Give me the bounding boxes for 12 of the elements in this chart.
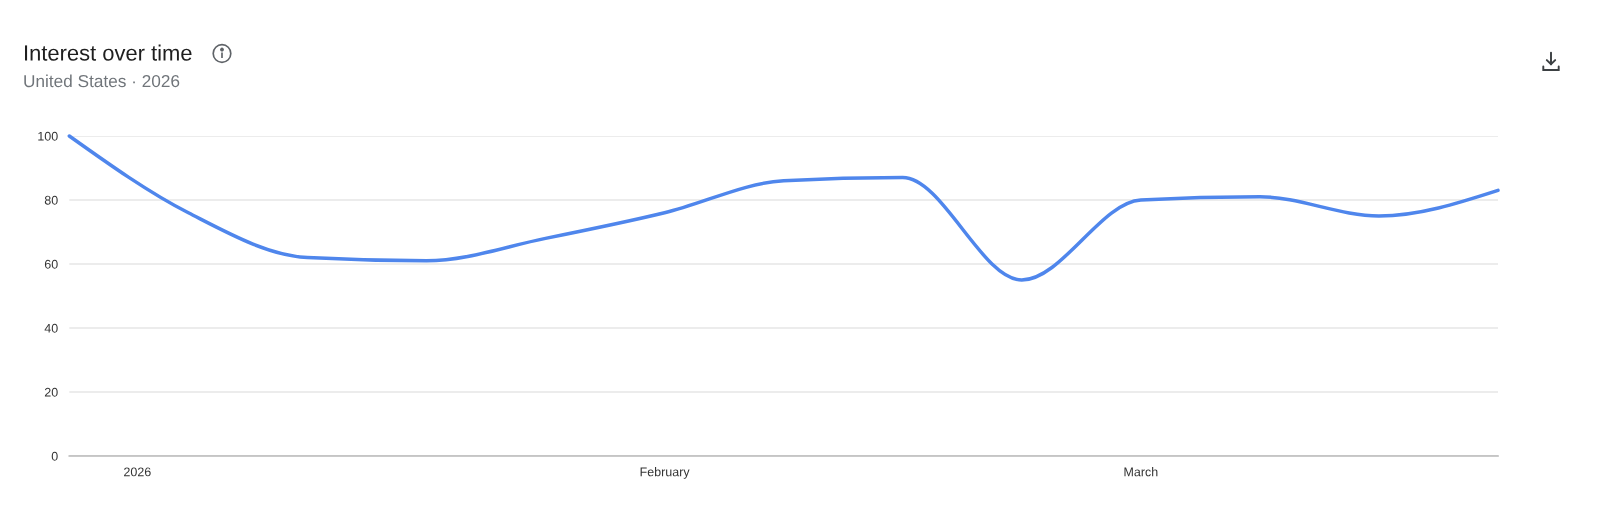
y-tick-label: 100 (38, 131, 58, 141)
x-tick-label: March (1124, 467, 1158, 477)
y-tick-label: 80 (44, 195, 58, 205)
x-tick-label: February (640, 467, 690, 479)
y-tick-label: 60 (44, 259, 58, 269)
y-tick-label: 0 (51, 451, 58, 461)
chart-title: Interest over time (25, 44, 192, 61)
chart-subtitle: United States · 2026 (24, 74, 180, 88)
y-tick-label: 20 (44, 387, 58, 397)
line-series (67, 134, 1500, 282)
x-tick-label: 2026 (124, 467, 151, 477)
y-tick-label: 40 (44, 323, 58, 333)
